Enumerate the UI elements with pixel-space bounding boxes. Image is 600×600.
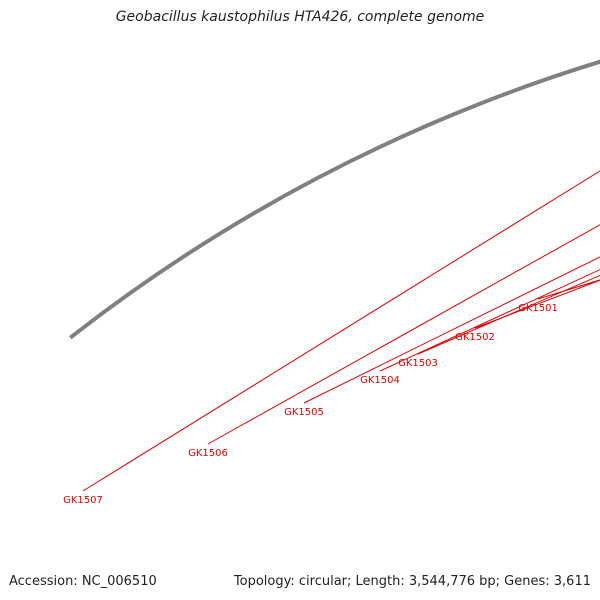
genome-backbone [69, 59, 600, 340]
accession-text: Accession: NC_006510 [9, 574, 157, 589]
gene-label: GK1502 [455, 332, 495, 343]
genome-info-text: Topology: circular; Length: 3,544,776 bp… [233, 574, 591, 589]
gene-leader-line [82, 170, 600, 492]
gene-leader-line [379, 269, 600, 372]
gene-label: GK1505 [284, 407, 324, 418]
gene-leader-line [207, 224, 600, 445]
gene-label: GK1503 [398, 358, 438, 369]
gene-leader-line [474, 279, 600, 329]
map-title: Geobacillus kaustophilus HTA426, complet… [115, 9, 485, 25]
gene-leader-line [303, 256, 600, 404]
gene-label: GK1506 [188, 448, 228, 459]
gene-leader-line [417, 274, 600, 355]
gene-label: GK1501 [518, 303, 558, 314]
gene-labels: GK1501 GK1502 GK1503 GK1504 GK1505 GK1506 GK15… [63, 170, 600, 506]
gene-label: GK1504 [360, 375, 400, 386]
gene-leader-line [537, 279, 600, 300]
gene-label: GK1507 [63, 495, 103, 506]
